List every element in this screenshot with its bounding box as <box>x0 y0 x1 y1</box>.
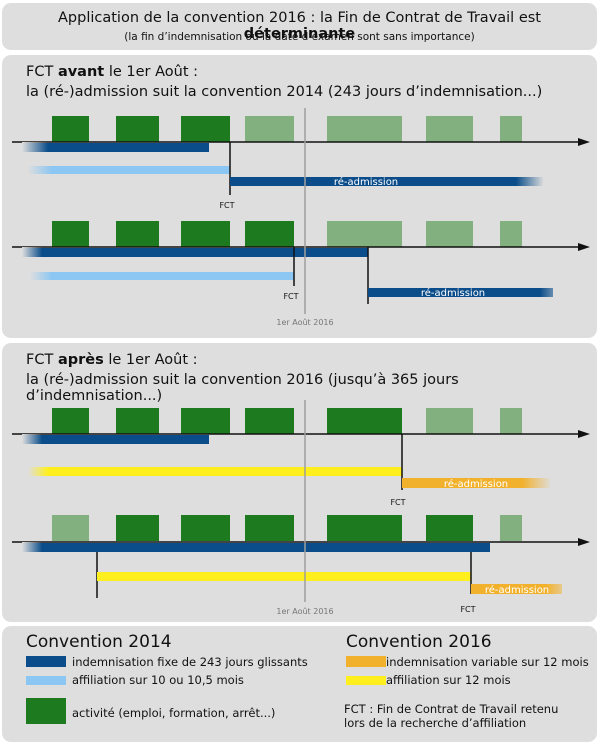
activity-block <box>52 116 89 142</box>
indemnisation-2014-bar <box>22 248 368 257</box>
readmission-2014-bar <box>368 288 553 297</box>
panel-after-heading: FCT après le 1er Août : <box>26 352 198 368</box>
activity-block <box>116 408 159 434</box>
fct-label: FCT <box>219 201 234 210</box>
main-subtitle: (la fin d’indemnisation ou la date d’exa… <box>124 31 475 43</box>
readmission-2016-bar <box>402 478 550 488</box>
timeline-arrowhead <box>578 430 590 438</box>
bar-fade <box>30 271 52 281</box>
scenario-before-2: ré-admission FCT <box>12 221 590 304</box>
timeline-arrowhead <box>578 538 590 546</box>
activity-block <box>327 515 402 541</box>
bar-fade <box>516 176 544 187</box>
affiliation-2014-bar <box>28 166 230 174</box>
readmission-2014-bar <box>230 177 543 186</box>
legend-swatch-affiliation-2016 <box>346 676 386 685</box>
readmission-label: ré-admission <box>421 287 485 299</box>
panel-after-description: la (ré-)admission suit la convention 201… <box>26 372 459 404</box>
readmission-label: ré-admission <box>444 478 508 490</box>
activity-block <box>245 221 294 247</box>
bar-fade <box>546 583 576 595</box>
legend-fixed-indemnisation: indemnisation fixe de 243 jours glissant… <box>72 655 308 669</box>
indemnisation-2014-bar <box>22 543 490 552</box>
bar-fade <box>22 247 42 258</box>
affiliation-2016-bar <box>97 572 471 581</box>
activity-block-later <box>327 116 402 142</box>
legend-swatch-activity <box>26 698 66 724</box>
bar-fade <box>22 434 42 445</box>
activity-block <box>245 408 294 434</box>
activity-block-early <box>52 515 89 541</box>
activity-block <box>52 221 89 247</box>
activity-block-later <box>500 116 522 142</box>
legend-title-2014: Convention 2014 <box>26 632 172 652</box>
legend-title-2016: Convention 2016 <box>346 632 492 652</box>
scenario-after-2: ré-admission FCT <box>12 515 590 614</box>
legend-panel: Convention 2014 Convention 2016 indemnis… <box>2 626 597 742</box>
activity-block-later <box>327 221 402 247</box>
fct-label: FCT <box>283 292 298 301</box>
date-label: 1er Août 2016 <box>276 318 333 327</box>
legend-swatch-affiliation-2014 <box>26 676 66 685</box>
activity-block <box>52 408 89 434</box>
activity-block-later <box>426 408 473 434</box>
legend-affiliation-2014: affiliation sur 10 ou 10,5 mois <box>72 673 244 687</box>
scenario-before-1: ré-admission FCT <box>12 116 590 210</box>
indemnisation-2014-bar <box>22 435 209 444</box>
panel-before-heading: FCT avant le 1er Août : <box>26 64 199 80</box>
activity-block <box>181 408 230 434</box>
indemnisation-2014-bar <box>22 143 209 152</box>
header-panel: Application de la convention 2016 : la F… <box>2 3 597 50</box>
bar-fade <box>522 477 552 489</box>
activity-block <box>116 116 159 142</box>
bar-fade <box>22 542 42 553</box>
activity-block <box>181 116 230 142</box>
activity-block <box>116 515 159 541</box>
legend-fct-note-line2: lors de la recherche d’affiliation <box>344 716 527 730</box>
activity-block-later <box>245 116 294 142</box>
bar-fade <box>28 165 52 175</box>
scenario-after-1: ré-admission FCT <box>12 408 590 507</box>
activity-block <box>245 515 294 541</box>
activity-block <box>327 408 402 434</box>
activity-block-later <box>426 221 473 247</box>
fct-label: FCT <box>390 498 405 507</box>
activity-block-later <box>500 221 522 247</box>
bar-fade <box>22 142 48 154</box>
date-label: 1er Août 2016 <box>276 607 333 616</box>
readmission-label: ré-admission <box>485 584 549 596</box>
legend-affiliation-2016: affiliation sur 12 mois <box>386 673 511 687</box>
legend-swatch-fixed-indemnisation <box>26 656 66 667</box>
legend-fct-note-line1: FCT : Fin de Contrat de Travail retenu <box>344 702 559 716</box>
main-title: Application de la convention 2016 : la F… <box>58 10 541 42</box>
activity-block-later <box>500 515 522 541</box>
activity-block <box>181 515 230 541</box>
legend-variable-indemnisation: indemnisation variable sur 12 mois <box>386 655 589 669</box>
legend-activity: activité (emploi, formation, arrêt...) <box>72 706 276 720</box>
activity-block-later <box>500 408 522 434</box>
timeline-arrowhead <box>578 243 590 251</box>
bar-fade <box>28 466 48 477</box>
fct-label: FCT <box>460 605 475 614</box>
panel-before-description: la (ré-)admission suit la convention 201… <box>26 84 543 100</box>
activity-block-later <box>426 116 473 142</box>
readmission-label: ré-admission <box>334 176 398 188</box>
affiliation-2016-bar <box>28 467 402 476</box>
activity-block <box>181 221 230 247</box>
affiliation-2014-bar <box>30 272 294 280</box>
legend-swatch-variable-indemnisation <box>346 656 386 667</box>
activity-block <box>116 221 159 247</box>
timeline-arrowhead <box>578 138 590 146</box>
activity-block <box>426 515 473 541</box>
readmission-2016-bar <box>471 584 562 594</box>
bar-fade <box>540 287 570 298</box>
